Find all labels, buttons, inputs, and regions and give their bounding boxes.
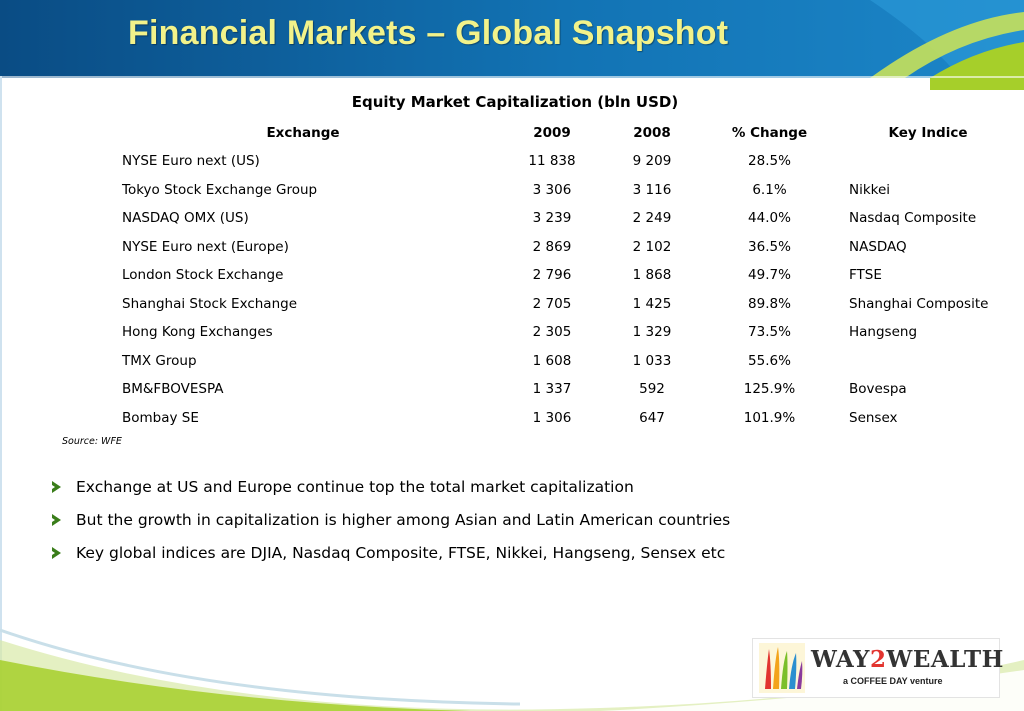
table-row: Hong Kong Exchanges 2 305 1 329 73.5% Ha…	[104, 318, 1019, 347]
cell-2009: 2 705	[532, 295, 572, 312]
cell-change: 73.5%	[748, 324, 791, 341]
logo-tagline: a COFFEE DAY venture	[843, 676, 943, 686]
cell-change: 89.8%	[748, 295, 791, 312]
cell-2009: 3 239	[532, 210, 572, 227]
column-header-2009: 2009	[533, 125, 571, 141]
table-row: NASDAQ OMX (US) 3 239 2 249 44.0% Nasdaq…	[104, 204, 1019, 233]
bullet-text: Exchange at US and Europe continue top t…	[76, 478, 634, 496]
cell-2008: 1 425	[632, 295, 672, 312]
cell-change: 28.5%	[748, 153, 791, 170]
cell-2009: 1 608	[532, 352, 572, 369]
cell-2008: 647	[639, 409, 665, 426]
arrow-bullet-icon	[52, 481, 61, 493]
cell-key-indice	[837, 147, 1019, 176]
cell-key-indice: Nasdaq Composite	[849, 210, 977, 227]
cell-2009: 2 869	[532, 238, 572, 255]
table-title: Equity Market Capitalization (bln USD)	[351, 93, 679, 111]
cell-exchange: BM&FBOVESPA	[122, 381, 224, 398]
cell-key-indice	[837, 347, 1019, 376]
table-row: Bombay SE 1 306 647 101.9% Sensex	[104, 404, 1019, 433]
cell-key-indice: Nikkei	[849, 181, 891, 198]
bullet-text: But the growth in capitalization is high…	[76, 511, 731, 529]
cell-change: 6.1%	[752, 181, 787, 198]
cell-exchange: Tokyo Stock Exchange Group	[122, 181, 318, 198]
header-banner	[0, 0, 1024, 90]
cell-exchange: TMX Group	[122, 352, 197, 369]
logo-text-part2: 2	[869, 646, 887, 673]
cell-2009: 2 796	[532, 267, 572, 284]
column-header-2008: 2008	[633, 125, 671, 141]
cell-change: 44.0%	[748, 210, 791, 227]
bullet-list: Exchange at US and Europe continue top t…	[48, 477, 730, 576]
table-row: London Stock Exchange 2 796 1 868 49.7% …	[104, 261, 1019, 290]
cell-2008: 1 033	[632, 352, 672, 369]
cell-exchange: Shanghai Stock Exchange	[122, 295, 298, 312]
bullet-item: Key global indices are DJIA, Nasdaq Comp…	[48, 543, 730, 576]
table-row: Shanghai Stock Exchange 2 705 1 425 89.8…	[104, 290, 1019, 319]
cell-exchange: NYSE Euro next (Europe)	[122, 238, 289, 255]
cell-exchange: Bombay SE	[122, 409, 199, 426]
table-row: NYSE Euro next (Europe) 2 869 2 102 36.5…	[104, 233, 1019, 262]
footer-swoosh	[0, 628, 1024, 711]
arrow-bullet-icon	[52, 547, 61, 559]
arrow-bullet-icon	[52, 514, 61, 526]
table-row: TMX Group 1 608 1 033 55.6%	[104, 347, 1019, 376]
cell-2008: 1 868	[632, 267, 672, 284]
cell-key-indice: Sensex	[849, 409, 898, 426]
table-row: NYSE Euro next (US) 11 838 9 209 28.5%	[104, 147, 1019, 176]
cell-key-indice: Bovespa	[849, 381, 907, 398]
table-row: Tokyo Stock Exchange Group 3 306 3 116 6…	[104, 176, 1019, 205]
bullet-item: Exchange at US and Europe continue top t…	[48, 477, 730, 510]
left-border	[0, 76, 2, 711]
cell-key-indice: Hangseng	[849, 324, 918, 341]
column-header-key-indice: Key Indice	[888, 125, 968, 141]
way2wealth-logo: WAY2WEALTH a COFFEE DAY venture	[752, 638, 1003, 698]
cell-key-indice: NASDAQ	[849, 238, 907, 255]
table-header-row: Exchange 2009 2008 % Change Key Indice	[104, 119, 1019, 147]
cell-change: 125.9%	[743, 381, 796, 398]
cell-2008: 1 329	[632, 324, 672, 341]
logo-text-part1: WAY	[811, 646, 870, 673]
cell-2009: 11 838	[528, 153, 576, 170]
logo-wordmark: WAY2WEALTH	[811, 646, 1004, 673]
cell-2008: 592	[639, 381, 665, 398]
cell-key-indice: Shanghai Composite	[849, 295, 989, 312]
cell-2009: 1 306	[532, 409, 572, 426]
cell-2008: 2 249	[632, 210, 672, 227]
source-note: Source: WFE	[62, 436, 122, 447]
column-header-exchange: Exchange	[266, 125, 340, 141]
bullet-text: Key global indices are DJIA, Nasdaq Comp…	[76, 544, 726, 562]
cell-2009: 2 305	[532, 324, 572, 341]
cell-change: 55.6%	[748, 352, 791, 369]
page-title: Financial Markets – Global Snapshot	[128, 14, 729, 52]
column-header-change: % Change	[731, 125, 808, 141]
cell-exchange: NASDAQ OMX (US)	[122, 210, 249, 227]
cell-exchange: Hong Kong Exchanges	[122, 324, 273, 341]
cell-2008: 2 102	[632, 238, 672, 255]
cell-2008: 9 209	[632, 153, 672, 170]
bullet-item: But the growth in capitalization is high…	[48, 510, 730, 543]
cell-change: 36.5%	[748, 238, 791, 255]
cell-change: 49.7%	[748, 267, 791, 284]
cell-key-indice: FTSE	[849, 267, 882, 284]
market-cap-table: Exchange 2009 2008 % Change Key Indice N…	[104, 119, 1019, 432]
logo-mark-icon	[759, 643, 805, 693]
logo-text-part3: WEALTH	[886, 646, 1004, 673]
table-row: BM&FBOVESPA 1 337 592 125.9% Bovespa	[104, 375, 1019, 404]
cell-2008: 3 116	[632, 181, 672, 198]
cell-2009: 1 337	[532, 381, 572, 398]
cell-2009: 3 306	[532, 181, 572, 198]
cell-exchange: NYSE Euro next (US)	[122, 153, 260, 170]
cell-change: 101.9%	[743, 409, 796, 426]
cell-exchange: London Stock Exchange	[122, 267, 284, 284]
